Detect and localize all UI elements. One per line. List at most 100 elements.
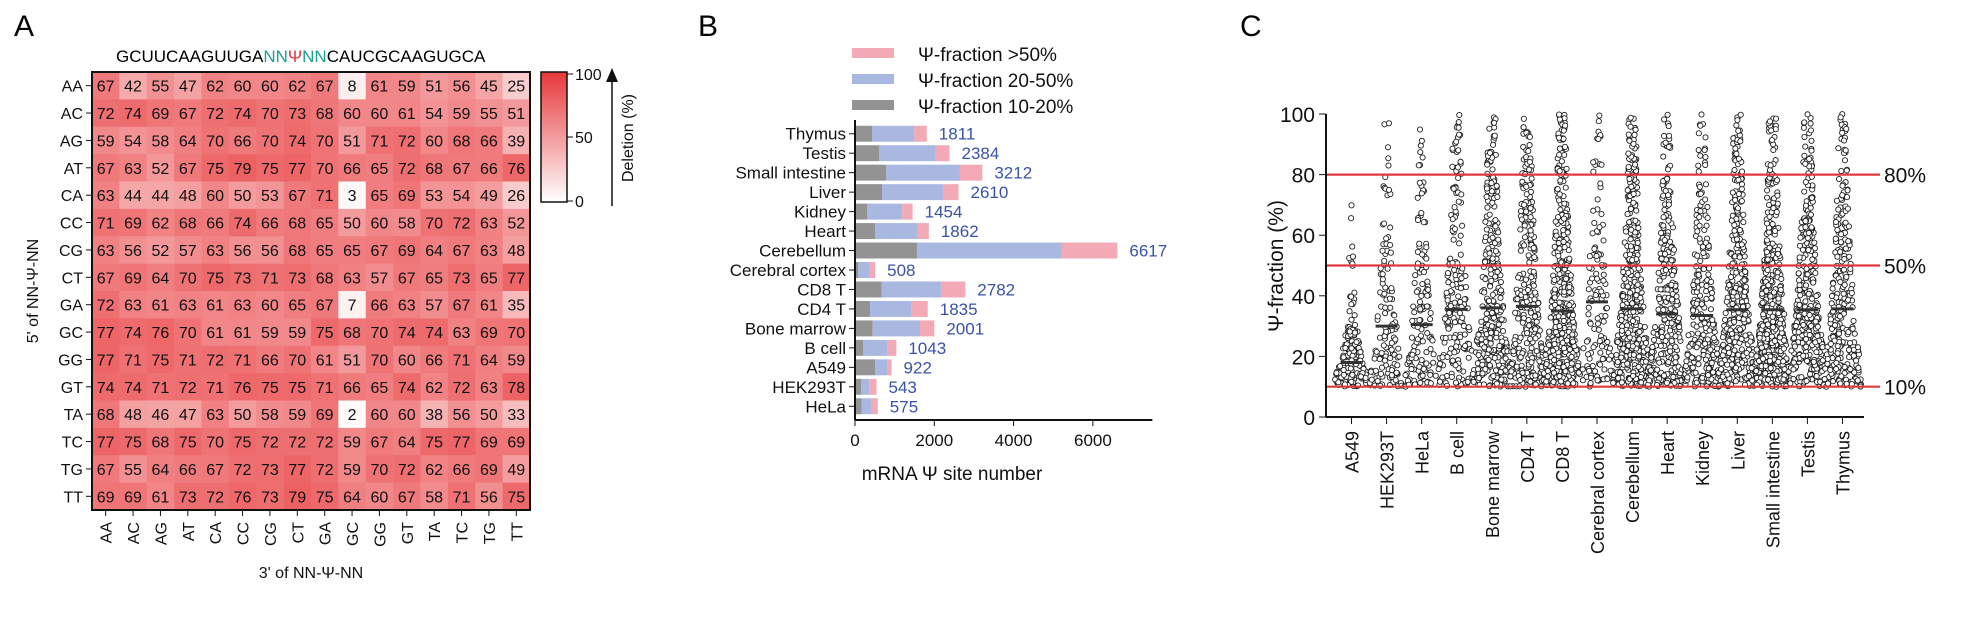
beeswarm-point xyxy=(1665,166,1672,173)
heatmap-cell xyxy=(201,263,230,292)
beeswarm-point xyxy=(1701,340,1709,347)
beeswarm-point xyxy=(1507,373,1514,380)
bar-category-label: Small intestine xyxy=(735,164,846,183)
beeswarm-point xyxy=(1464,378,1471,385)
beeswarm-point xyxy=(1415,162,1422,169)
heatmap-cell-value: 63 xyxy=(179,298,197,315)
heatmap-cell-value: 63 xyxy=(480,216,498,233)
beeswarm-point xyxy=(1772,227,1779,235)
beeswarm-point xyxy=(1763,287,1770,294)
beeswarm-point xyxy=(1414,336,1421,343)
heatmap-cell xyxy=(338,455,367,483)
beeswarm-point xyxy=(1517,226,1524,233)
beeswarm-point xyxy=(1600,318,1607,325)
heatmap-cell xyxy=(338,99,367,128)
beeswarm-x-tick-label: Thymus xyxy=(1833,431,1853,495)
heatmap-col-labels: AA AC AG AT CA CC CG CT GA GC GG GT TA TC TG TT xyxy=(99,510,526,547)
beeswarm-point xyxy=(1736,227,1743,234)
row-label: AC xyxy=(61,106,83,123)
beeswarm-point xyxy=(1637,294,1644,301)
bar-segment xyxy=(855,223,875,240)
beeswarm-point xyxy=(1791,343,1798,350)
heatmap-cell xyxy=(256,291,284,319)
beeswarm-point xyxy=(1408,366,1415,373)
beeswarm-point xyxy=(1379,276,1386,283)
heatmap-cell-value: 73 xyxy=(234,270,252,287)
beeswarm-point xyxy=(1600,237,1607,244)
beeswarm-point xyxy=(1462,342,1469,349)
beeswarm-point xyxy=(1762,370,1769,377)
heatmap-cell-value: 59 xyxy=(398,79,416,96)
beeswarm-point xyxy=(1465,324,1472,331)
heatmap-cell xyxy=(283,482,312,511)
beeswarm-point xyxy=(1533,348,1540,355)
beeswarm-point xyxy=(1734,205,1742,212)
heatmap-cell-value: 76 xyxy=(507,161,525,178)
beeswarm-point xyxy=(1451,349,1458,356)
beeswarm-point xyxy=(1804,111,1811,118)
heatmap-cell xyxy=(146,345,175,374)
heatmap-cell-value: 63 xyxy=(124,298,142,315)
heatmap-cell xyxy=(119,154,148,182)
heatmap-cell-value: 60 xyxy=(371,106,389,123)
beeswarm-point xyxy=(1661,116,1668,123)
beeswarm-point xyxy=(1349,371,1356,378)
beeswarm-point xyxy=(1759,355,1767,362)
beeswarm-point xyxy=(1443,289,1450,296)
heatmap-cell-value: 49 xyxy=(507,462,525,479)
beeswarm-point xyxy=(1486,250,1493,257)
heatmap-cell xyxy=(393,154,421,182)
beeswarm-point xyxy=(1630,351,1637,358)
beeswarm-point xyxy=(1478,336,1485,343)
heatmap-cell-value: 64 xyxy=(152,270,170,287)
heatmap-cell xyxy=(174,400,202,429)
heatmap-cell-value: 66 xyxy=(234,133,252,150)
beeswarm-point xyxy=(1554,186,1561,193)
beeswarm-point xyxy=(1560,345,1568,352)
beeswarm-point xyxy=(1812,269,1819,277)
heatmap-cell xyxy=(338,427,367,456)
panel-b: B Ψ-fraction >50%Ψ-fraction 20-50%Ψ-frac… xyxy=(698,10,1167,485)
beeswarm-point xyxy=(1527,227,1534,234)
heatmap-cell xyxy=(447,154,476,182)
heatmap-cell-value: 70 xyxy=(179,270,197,287)
heatmap-cell xyxy=(338,400,367,429)
beeswarm-point xyxy=(1845,296,1852,303)
beeswarm-point xyxy=(1423,255,1430,262)
heatmap-cell-value: 67 xyxy=(179,161,197,178)
beeswarm-point xyxy=(1491,119,1498,126)
beeswarm-point xyxy=(1568,353,1575,360)
heatmap-cell-value: 70 xyxy=(371,325,389,342)
beeswarm-point xyxy=(1589,275,1596,282)
beeswarm-point xyxy=(1526,133,1533,141)
beeswarm-point xyxy=(1672,343,1679,350)
beeswarm-point xyxy=(1489,166,1496,173)
beeswarm-point xyxy=(1766,118,1774,125)
beeswarm-x-tick-label: Testis xyxy=(1798,431,1818,477)
heatmap-cell xyxy=(146,99,175,128)
beeswarm-point xyxy=(1702,154,1709,161)
beeswarm-point xyxy=(1383,328,1390,335)
heatmap-cell xyxy=(365,72,394,100)
bar-total-label: 6617 xyxy=(1129,242,1167,261)
beeswarm-point xyxy=(1796,277,1803,284)
heatmap-cell-value: 68 xyxy=(97,407,115,424)
beeswarm-point xyxy=(1705,271,1712,278)
beeswarm-point xyxy=(1790,375,1797,383)
bar-category-label: Heart xyxy=(804,222,846,241)
beeswarm-point xyxy=(1828,292,1835,300)
beeswarm-x-tick-label: Heart xyxy=(1658,431,1678,475)
bar-segment xyxy=(855,378,861,395)
heatmap-cell xyxy=(393,400,421,429)
bar-total-label: 2384 xyxy=(962,144,1000,163)
beeswarm-point xyxy=(1667,305,1674,312)
beeswarm-point xyxy=(1664,111,1671,118)
beeswarm-point xyxy=(1470,378,1477,385)
reference-line-label: 10% xyxy=(1884,377,1926,400)
beeswarm-point xyxy=(1641,323,1648,330)
heatmap-cell xyxy=(201,318,230,347)
beeswarm-point xyxy=(1629,300,1636,307)
heatmap-cell xyxy=(311,291,339,319)
heatmap-cell-value: 65 xyxy=(288,298,306,315)
beeswarm-point xyxy=(1730,289,1737,296)
